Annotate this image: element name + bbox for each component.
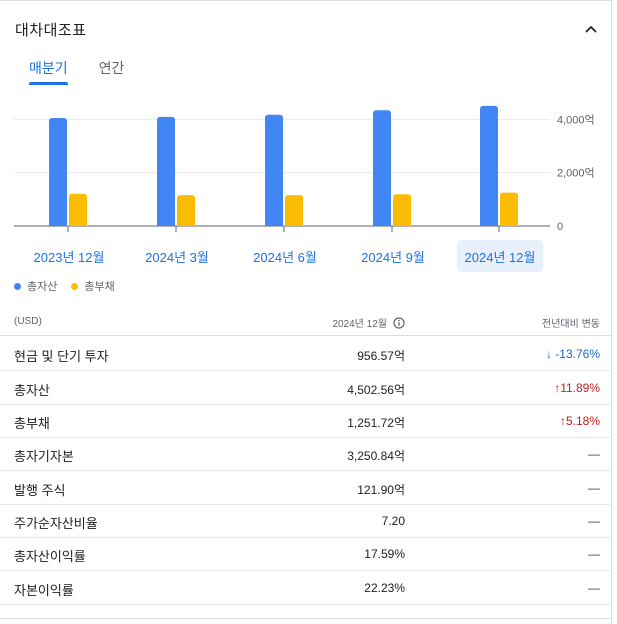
period-selector: 2023년 12월 2024년 3월 2024년 6월 2024년 9월 202…: [16, 240, 556, 273]
card-title: 대차대조표: [15, 21, 87, 39]
row-change: —: [588, 581, 600, 595]
currency-unit: (USD): [14, 316, 42, 327]
period-button[interactable]: 2024년 9월: [361, 249, 425, 265]
legend-item-total-assets: 총자산: [14, 278, 57, 294]
row-label: 총자산: [14, 383, 50, 398]
chevron-up-icon: [585, 26, 597, 33]
row-label: 발행 주식: [14, 483, 66, 498]
row-value: 4,502.56억: [347, 383, 405, 397]
row-label: 주가순자산비율: [14, 516, 98, 531]
row-change: ↑11.89%: [554, 381, 600, 395]
bar-total-assets: [373, 110, 391, 226]
bar-base: [285, 223, 303, 226]
period-tabs: 매분기 연간: [29, 58, 124, 85]
bar-total-liabilities: [177, 195, 195, 226]
bar-base: [157, 223, 175, 226]
row-value: 17.59%: [364, 547, 405, 561]
table-header: (USD) 2024년 12월 전년대비 변동: [0, 308, 612, 336]
card-header: 대차대조표: [15, 18, 600, 40]
legend-dot-icon: [14, 282, 21, 290]
info-icon[interactable]: [393, 316, 405, 329]
table-row: 주가순자산비율 7.20 —: [0, 504, 612, 538]
row-value: 7.20: [381, 514, 405, 528]
tab-annual[interactable]: 연간: [98, 60, 125, 76]
row-value: 956.57억: [357, 349, 405, 363]
row-value: 121.90억: [357, 483, 405, 497]
legend-label: 총부채: [84, 281, 115, 293]
table-row: 현금 및 단기 투자 956.57억 ↓ -13.76%: [0, 337, 612, 371]
bar-total-liabilities: [500, 192, 518, 226]
row-change: —: [588, 547, 600, 561]
y-tick-label: 0: [557, 221, 563, 233]
row-label: 총자산이익률: [14, 549, 86, 564]
bar-total-assets: [49, 118, 67, 226]
table-row: 총자산이익률 17.59% —: [0, 537, 612, 571]
table-row: 총자산 4,502.56억 ↑11.89%: [0, 371, 612, 405]
row-change: —: [588, 481, 600, 495]
bar-total-liabilities: [69, 193, 87, 226]
row-label: 현금 및 단기 투자: [14, 349, 109, 364]
row-change: ↑5.18%: [559, 414, 600, 428]
table-row: 총부채 1,251.72억 ↑5.18%: [0, 404, 612, 438]
row-label: 총자기자본: [14, 449, 74, 464]
bar-base: [177, 223, 195, 226]
bar-base: [265, 223, 283, 226]
bar-base: [69, 223, 87, 226]
collapse-button[interactable]: [582, 20, 600, 38]
bar-base: [480, 223, 498, 226]
legend-dot-icon: [71, 282, 79, 290]
row-value: 3,250.84억: [347, 449, 405, 463]
bar-total-assets: [265, 114, 283, 226]
y-tick-label: 2,000억: [557, 167, 595, 180]
bar-total-assets: [157, 116, 175, 226]
table-row: 발행 주식 121.90억 —: [0, 471, 612, 505]
legend-item-total-liabilities: 총부채: [71, 278, 115, 294]
row-label: 총부채: [14, 416, 50, 431]
row-label: 자본이익률: [14, 583, 74, 598]
change-header: 전년대비 변동: [542, 319, 600, 330]
row-change: —: [588, 514, 600, 528]
bar-total-liabilities: [285, 195, 303, 226]
card-bottom-divider: [0, 618, 612, 619]
legend-label: 총자산: [27, 281, 58, 293]
table-period-header: 2024년 12월: [332, 315, 405, 330]
table-row: 총자기자본 3,250.84억 —: [0, 437, 612, 471]
bar-total-assets: [480, 105, 498, 226]
period-button[interactable]: 2024년 6월: [253, 249, 317, 265]
row-change: ↓ -13.76%: [545, 347, 600, 361]
period-button[interactable]: 2023년 12월: [33, 249, 105, 265]
bar-base: [393, 223, 411, 226]
period-button-selected[interactable]: 2024년 12월: [457, 240, 543, 272]
period-button[interactable]: 2024년 3월: [145, 249, 209, 265]
chart-legend: 총자산 총부채: [14, 278, 115, 294]
table-row: 자본이익률 22.23% —: [0, 571, 612, 605]
bar-total-liabilities: [393, 194, 411, 226]
balance-sheet-chart: 4,000억 2,000억 0: [14, 105, 595, 233]
bar-base: [49, 223, 67, 226]
row-value: 22.23%: [364, 581, 405, 595]
row-change: —: [588, 447, 600, 461]
bar-base: [373, 223, 391, 226]
bar-base: [500, 223, 518, 226]
y-tick-label: 4,000억: [557, 113, 595, 126]
tab-quarterly[interactable]: 매분기: [29, 58, 68, 85]
table-period-label: 2024년 12월: [332, 319, 387, 330]
row-value: 1,251.72억: [347, 416, 405, 430]
